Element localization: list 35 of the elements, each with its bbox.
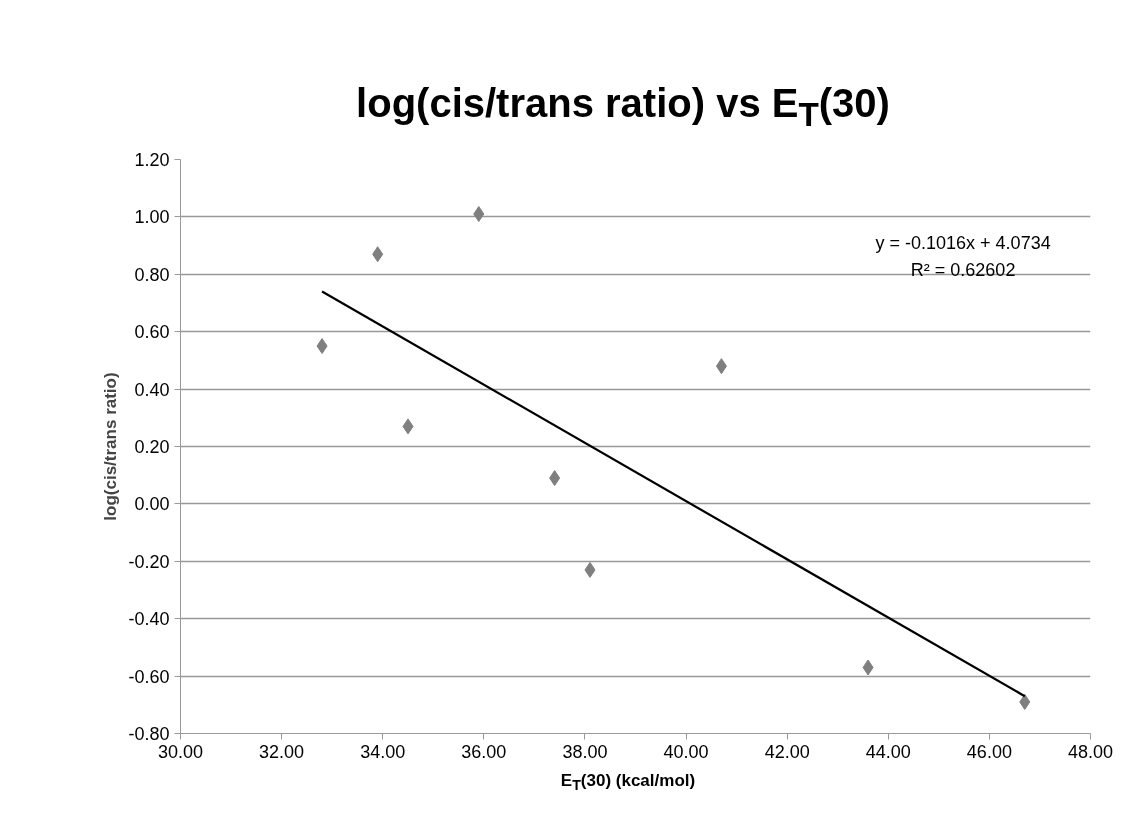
y-tick-label: -0.60: [128, 666, 170, 687]
x-tick-label: 32.00: [259, 741, 305, 762]
x-tick-label: 34.00: [360, 741, 406, 762]
x-axis-title: E$_{T}$(30) (kcal/mol): [560, 770, 696, 796]
y-tick-label: -0.20: [128, 551, 170, 572]
x-tick-label: 40.00: [663, 741, 709, 762]
y-tick-label: 0.40: [134, 379, 170, 400]
point: [549, 470, 561, 487]
annotation: y = -0.1016x + 4.0734: [875, 232, 1051, 253]
annotation: R² = 0.62602: [910, 259, 1016, 280]
y-tick-label: 0.20: [134, 437, 170, 457]
y-tick-label: -0.80: [128, 724, 170, 744]
y-tick-label: 0.80: [134, 264, 170, 285]
x-tick-label: 36.00: [461, 741, 507, 762]
x-tick-label: 30.00: [157, 741, 204, 762]
point: [1019, 693, 1031, 710]
y-tick-label: -0.40: [128, 609, 170, 630]
y-tick-label: 1.00: [134, 207, 170, 228]
x-tick-label: 38.00: [562, 741, 608, 762]
point: [862, 659, 874, 676]
y-tick-label: 0.60: [134, 322, 170, 343]
x-tick-label: 44.00: [865, 741, 911, 762]
y-axis-title: log(cis/trans ratio): [101, 372, 121, 521]
point: [715, 358, 727, 375]
x-tick-label: 42.00: [764, 741, 810, 762]
point: [372, 246, 384, 263]
point: [473, 206, 485, 223]
x-tick-label: 48.00: [1067, 741, 1114, 762]
point: [402, 418, 414, 435]
y-tick-label: 0.00: [134, 494, 170, 515]
y-tick-label: 1.20: [134, 150, 170, 170]
point: [316, 338, 328, 355]
chart-title: log(cis/trans ratio) vs E$_{T}$(30): [356, 80, 890, 135]
point: [584, 561, 596, 578]
x-tick-label: 46.00: [966, 741, 1012, 762]
